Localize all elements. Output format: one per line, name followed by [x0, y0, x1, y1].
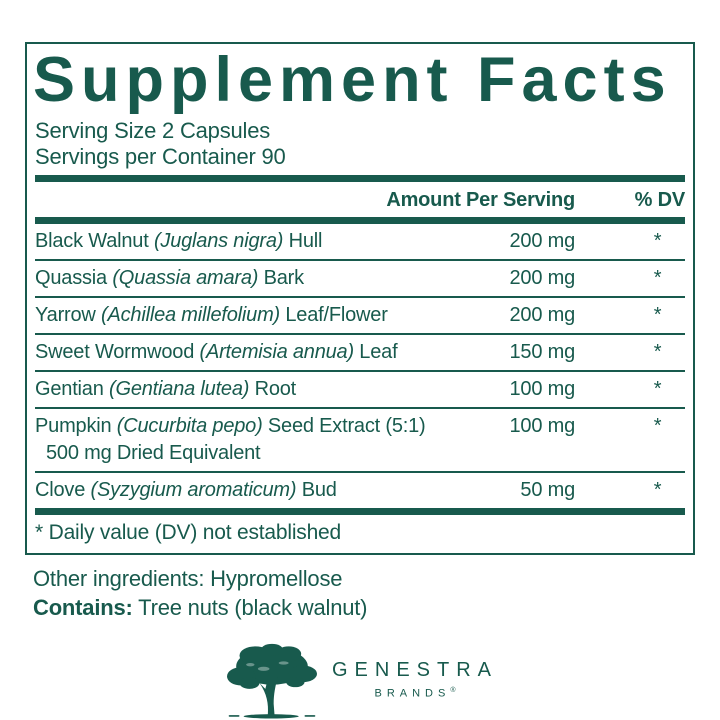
dv-value: *: [653, 303, 662, 326]
contains-label: Contains:: [33, 594, 133, 620]
amount-value: 200 mg: [509, 266, 575, 289]
ingredient-common-name: Clove: [35, 478, 91, 501]
brand-subtitle-text: BRANDS: [374, 687, 451, 700]
table-row: Quassia (Quassia amara) Bark 200 mg *: [35, 258, 685, 296]
additional-info: Other ingredients: Hypromellose Contains…: [33, 564, 720, 622]
brand-logo: GENESTRA BRANDS®: [0, 638, 720, 720]
panel-title: Supplement Facts: [33, 45, 672, 115]
ingredient-part: Leaf: [353, 340, 398, 363]
table-row: Clove (Syzygium aromaticum) Bud 50 mg *: [35, 470, 685, 508]
ingredient-equivalent-line: 500 mg Dried Equivalent: [46, 441, 261, 464]
ingredient-name: Quassia (Quassia amara) Bark: [35, 266, 475, 290]
contains-value: Tree nuts (black walnut): [132, 594, 368, 620]
ingredient-part: Bud: [296, 478, 337, 501]
ingredient-latin-name: (Juglans nigra): [153, 229, 284, 252]
dv-value: *: [653, 377, 662, 400]
ingredient-latin-name: (Achillea millefolium): [101, 303, 281, 326]
table-row: Sweet Wormwood (Artemisia annua) Leaf 15…: [35, 332, 685, 370]
oak-tree-icon: [226, 643, 317, 719]
amount-value: 100 mg: [509, 377, 575, 400]
ingredient-common-name: Yarrow: [35, 303, 102, 326]
amount-value: 200 mg: [509, 229, 575, 252]
ingredient-main-line: Pumpkin (Cucurbita pepo) Seed Extract (5…: [35, 414, 469, 438]
thick-divider-top: [35, 174, 685, 182]
amount-column-header: Amount Per Serving: [386, 188, 575, 211]
amount-value: 150 mg: [509, 340, 575, 363]
brand-wordmark: GENESTRA BRANDS®: [332, 659, 498, 706]
ingredient-latin-name: (Syzygium aromaticum): [90, 478, 297, 501]
amount-value: 100 mg: [509, 414, 575, 437]
ingredient-common-name: Sweet Wormwood: [35, 340, 200, 363]
ingredient-part: Bark: [258, 266, 305, 289]
table-header-row: Amount Per Serving % DV: [35, 182, 685, 217]
dv-value: *: [653, 229, 662, 252]
ingredient-latin-name: (Cucurbita pepo): [116, 414, 263, 437]
ingredient-name: Clove (Syzygium aromaticum) Bud: [35, 478, 475, 502]
servings-per-container: Servings per Container 90: [35, 143, 286, 169]
amount-value: 200 mg: [509, 303, 575, 326]
serving-size: Serving Size 2 Capsules: [35, 117, 271, 143]
ingredient-name: Pumpkin (Cucurbita pepo) Seed Extract (5…: [35, 414, 475, 465]
ingredient-common-name: Black Walnut: [35, 229, 154, 252]
registered-trademark-icon: ®: [450, 687, 456, 695]
other-ingredients: Other ingredients: Hypromellose: [33, 565, 343, 591]
dv-value: *: [653, 478, 662, 501]
brand-subtitle: BRANDS®: [332, 687, 498, 700]
thick-divider-bottom: [35, 507, 685, 515]
ingredient-latin-name: (Artemisia annua): [199, 340, 354, 363]
ingredient-name: Sweet Wormwood (Artemisia annua) Leaf: [35, 340, 475, 364]
dv-column-header: % DV: [634, 188, 686, 211]
ingredient-common-name: Gentian: [35, 377, 110, 400]
dv-footnote: * Daily value (DV) not established: [35, 520, 342, 544]
supplement-facts-panel: Supplement Facts Serving Size 2 Capsules…: [25, 42, 695, 555]
dv-value: *: [653, 266, 662, 289]
allergen-statement: Contains: Tree nuts (black walnut): [33, 593, 720, 622]
thick-divider-header: [35, 216, 685, 224]
ingredient-common-name: Pumpkin: [35, 414, 117, 437]
brand-name: GENESTRA: [331, 659, 499, 682]
dv-value: *: [653, 414, 662, 437]
ingredient-part: Seed Extract (5:1): [262, 414, 426, 437]
table-row: Yarrow (Achillea millefolium) Leaf/Flowe…: [35, 295, 685, 333]
ingredient-name: Black Walnut (Juglans nigra) Hull: [35, 229, 475, 253]
table-row: Pumpkin (Cucurbita pepo) Seed Extract (5…: [35, 406, 685, 471]
ingredient-name: Gentian (Gentiana lutea) Root: [35, 377, 475, 401]
dv-value: *: [653, 340, 662, 363]
ingredient-latin-name: (Gentiana lutea): [109, 377, 250, 400]
ingredient-part: Hull: [283, 229, 323, 252]
table-row: Gentian (Gentiana lutea) Root 100 mg *: [35, 369, 685, 407]
ingredient-name: Yarrow (Achillea millefolium) Leaf/Flowe…: [35, 303, 475, 327]
ingredient-common-name: Quassia: [35, 266, 113, 289]
ingredient-part: Root: [249, 377, 297, 400]
ingredient-part: Leaf/Flower: [280, 303, 388, 326]
ingredient-latin-name: (Quassia amara): [112, 266, 259, 289]
amount-value: 50 mg: [520, 478, 575, 501]
table-row: Black Walnut (Juglans nigra) Hull 200 mg…: [35, 224, 685, 259]
